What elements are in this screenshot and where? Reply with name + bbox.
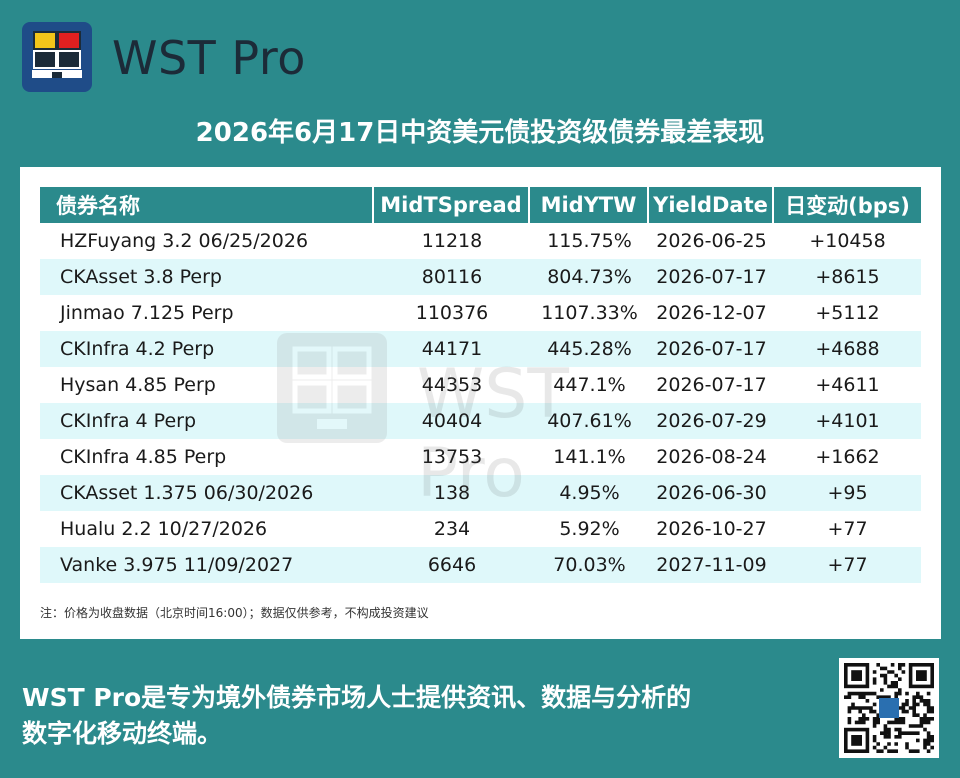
mid-spread: 40404 (374, 403, 530, 439)
bond-name: CKAsset 1.375 06/30/2026 (40, 475, 374, 511)
daily-change: +4611 (815, 374, 880, 396)
daily-change: +4101 (774, 403, 921, 439)
daily-change: +5112 (815, 302, 880, 324)
footer-text: WST Pro是专为境外债券市场人士提供资讯、数据与分析的 数字化移动终端。 (22, 680, 812, 752)
mid-ytw: 141.1% (553, 446, 626, 468)
mid-ytw: 804.73% (530, 259, 649, 295)
page-title: 2026年6月17日中资美元债投资级债券最差表现 (195, 118, 765, 148)
bond-name: HZFuyang 3.2 06/25/2026 (60, 230, 309, 252)
daily-change: +77 (774, 547, 921, 583)
table-panel: 债券名称 MidTSpread MidYTW YieldDate 日变动(bps… (20, 167, 941, 639)
yield-date: 2026-07-17 (649, 331, 774, 367)
footer-line-2: 数字化移动终端。 (22, 719, 223, 748)
yield-date: 2026-07-17 (649, 259, 774, 295)
mid-spread: 13753 (421, 446, 483, 468)
bond-name: CKInfra 4 Perp (40, 403, 374, 439)
mid-spread: 44171 (374, 331, 530, 367)
bond-name: CKInfra 4.85 Perp (60, 446, 227, 468)
table-row: Hualu 2.2 10/27/2026 234 5.92% 2026-10-2… (40, 511, 921, 547)
mid-ytw: 70.03% (530, 547, 649, 583)
yield-date: 2026-08-24 (656, 446, 767, 468)
yield-date: 2027-11-09 (649, 547, 774, 583)
brand-logo-icon (22, 22, 92, 92)
daily-change: +1662 (815, 446, 880, 468)
qr-code-icon (839, 658, 939, 758)
table-row: CKInfra 4.2 Perp 44171 445.28% 2026-07-1… (40, 331, 921, 367)
bond-name: Hysan 4.85 Perp (60, 374, 216, 396)
yield-date: 2026-06-30 (649, 475, 774, 511)
mid-ytw: 1107.33% (541, 302, 638, 324)
mid-spread: 110376 (415, 302, 489, 324)
mid-spread: 44353 (421, 374, 483, 396)
bond-name: Jinmao 7.125 Perp (60, 302, 234, 324)
column-header-spread: MidTSpread (374, 187, 530, 223)
yield-date: 2026-07-29 (649, 403, 774, 439)
mid-spread: 234 (433, 518, 471, 540)
mid-ytw: 5.92% (559, 518, 620, 540)
brand-name: WST Pro (112, 31, 306, 85)
daily-change: +8615 (774, 259, 921, 295)
yield-date: 2026-12-07 (656, 302, 767, 324)
column-header-yield-date: YieldDate (649, 187, 774, 223)
mid-ytw: 407.61% (530, 403, 649, 439)
daily-change: +95 (774, 475, 921, 511)
column-header-name: 债券名称 (40, 187, 374, 223)
mid-ytw: 445.28% (530, 331, 649, 367)
daily-change: +4688 (774, 331, 921, 367)
bond-name: CKInfra 4.2 Perp (40, 331, 374, 367)
table-row: CKAsset 3.8 Perp 80116 804.73% 2026-07-1… (40, 259, 921, 295)
yield-date: 2026-10-27 (656, 518, 767, 540)
column-header-change: 日变动(bps) (774, 187, 921, 223)
mid-spread: 138 (374, 475, 530, 511)
table-row: CKInfra 4.85 Perp 13753 141.1% 2026-08-2… (40, 439, 921, 475)
yield-date: 2026-06-25 (656, 230, 767, 252)
footnote: 注：价格为收盘数据（北京时间16:00）；数据仅供参考，不构成投资建议 (40, 606, 429, 620)
daily-change: +10458 (809, 230, 886, 252)
table-header-row: 债券名称 MidTSpread MidYTW YieldDate 日变动(bps… (40, 187, 921, 223)
mid-ytw: 447.1% (553, 374, 626, 396)
mid-spread: 6646 (374, 547, 530, 583)
table-row: HZFuyang 3.2 06/25/2026 11218 115.75% 20… (40, 223, 921, 259)
bond-table: 债券名称 MidTSpread MidYTW YieldDate 日变动(bps… (40, 187, 921, 583)
yield-date: 2026-07-17 (656, 374, 767, 396)
bond-name: Vanke 3.975 11/09/2027 (40, 547, 374, 583)
mid-ytw: 4.95% (530, 475, 649, 511)
footer-line-1: WST Pro是专为境外债券市场人士提供资讯、数据与分析的 (22, 683, 692, 712)
column-header-ytw: MidYTW (530, 187, 649, 223)
mid-ytw: 115.75% (547, 230, 632, 252)
table-row: CKAsset 1.375 06/30/2026 138 4.95% 2026-… (40, 475, 921, 511)
mid-spread: 80116 (374, 259, 530, 295)
daily-change: +77 (827, 518, 868, 540)
bond-name: Hualu 2.2 10/27/2026 (60, 518, 268, 540)
table-row: Jinmao 7.125 Perp 110376 1107.33% 2026-1… (40, 295, 921, 331)
table-row: CKInfra 4 Perp 40404 407.61% 2026-07-29 … (40, 403, 921, 439)
table-row: Hysan 4.85 Perp 44353 447.1% 2026-07-17 … (40, 367, 921, 403)
table-row: Vanke 3.975 11/09/2027 6646 70.03% 2027-… (40, 547, 921, 583)
bond-name: CKAsset 3.8 Perp (40, 259, 374, 295)
mid-spread: 11218 (421, 230, 483, 252)
